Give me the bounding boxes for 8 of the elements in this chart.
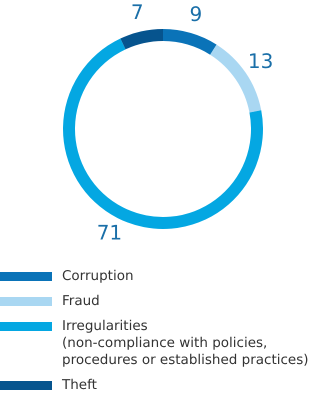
legend-label: Irregularities (non-compliance with policies, procedures or established practices) [62, 318, 309, 369]
data-label: 7 [130, 0, 144, 24]
legend-label: Corruption [62, 268, 134, 285]
data-label: 13 [248, 48, 274, 73]
legend-label: Theft [62, 377, 97, 394]
legend-label: Fraud [62, 293, 100, 310]
data-label: 9 [190, 2, 202, 26]
data-label: 71 [96, 220, 122, 244]
